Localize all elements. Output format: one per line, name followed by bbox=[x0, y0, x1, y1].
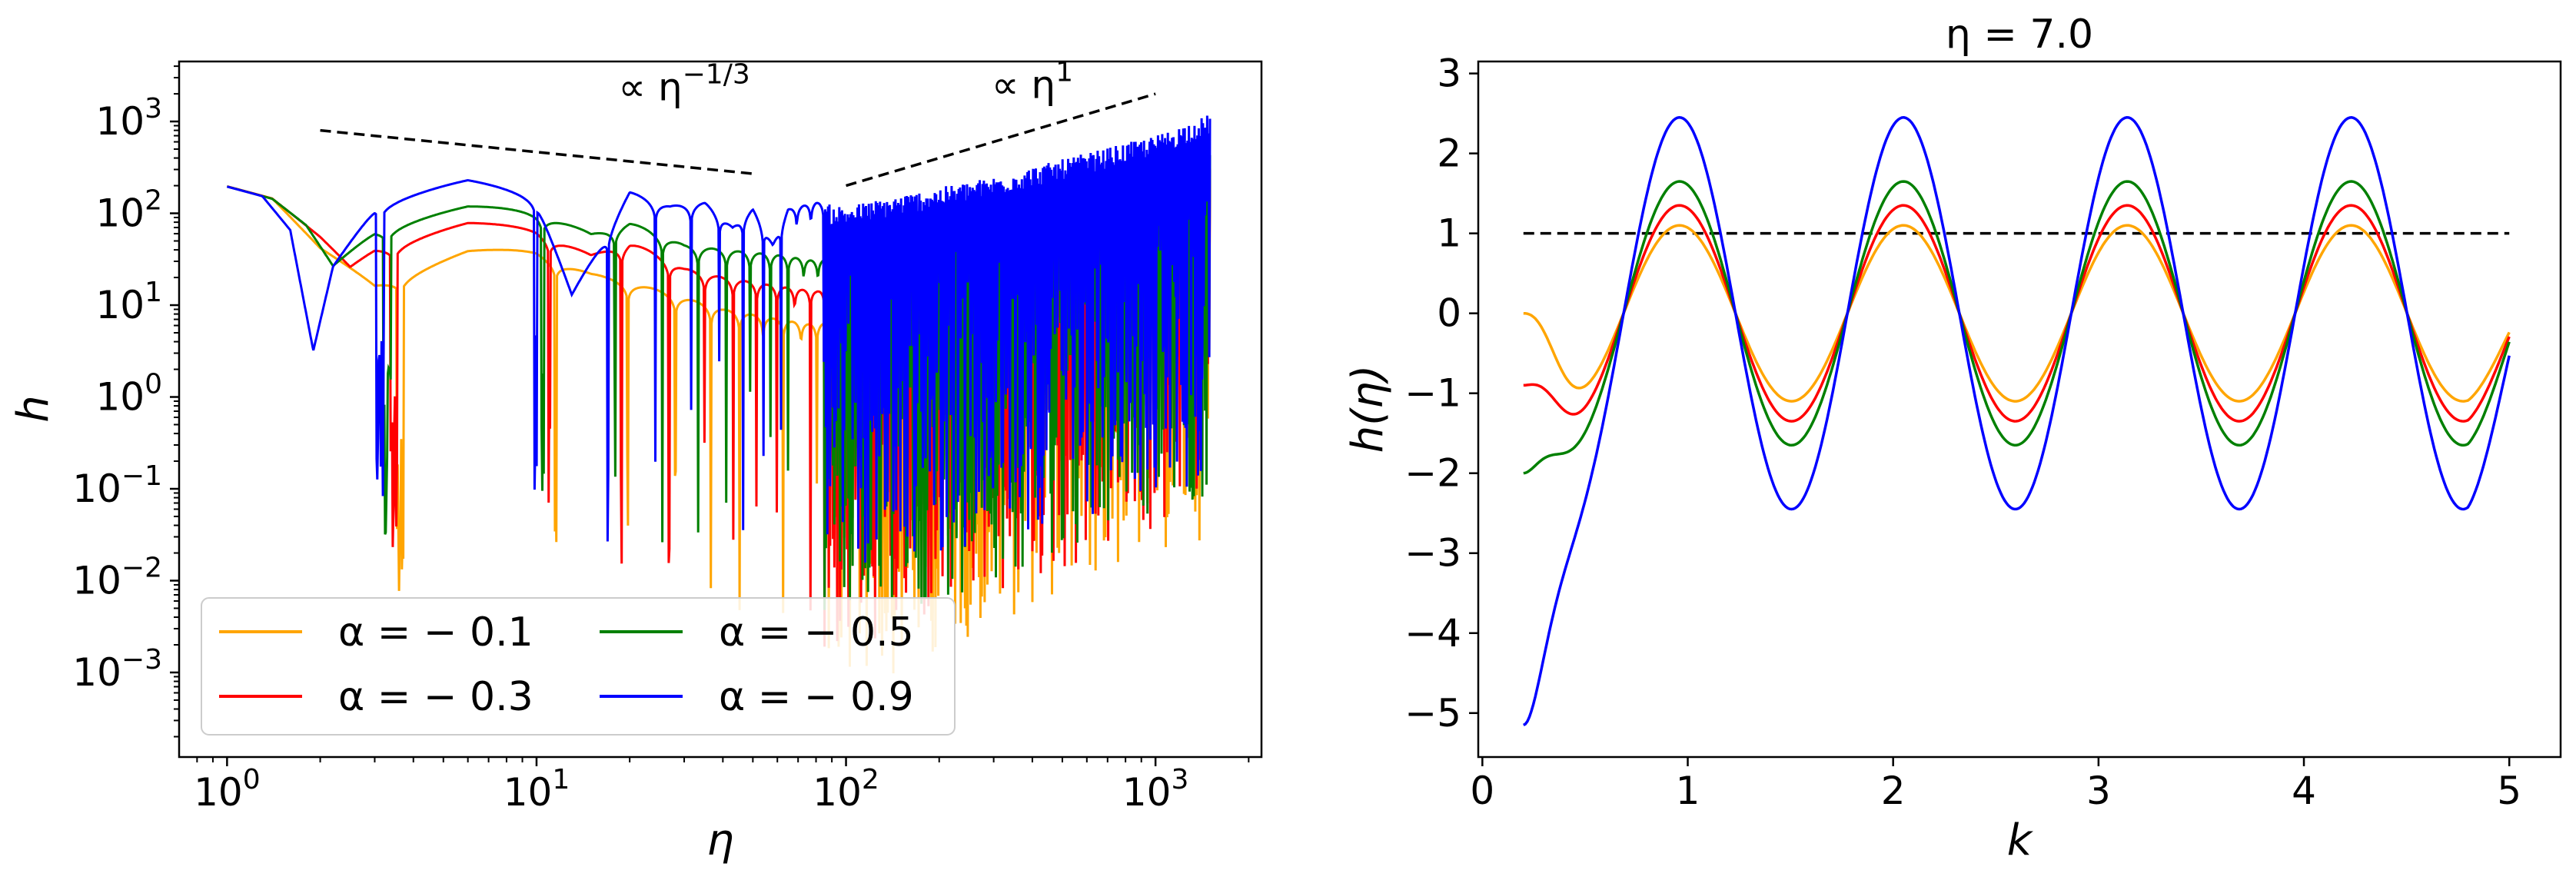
series-line bbox=[1523, 204, 2511, 423]
y-tick-label: 101 bbox=[95, 277, 162, 327]
y-tick-label: 2 bbox=[1437, 131, 1461, 176]
y-tick-label: 10−2 bbox=[72, 552, 162, 603]
right-y-ticks: −5 −4 −3 −2 −1 0 1 2 3 bbox=[1404, 51, 1478, 736]
x-tick-label: 1 bbox=[1676, 769, 1700, 813]
y-tick-label: 0 bbox=[1437, 291, 1461, 336]
y-tick-label: 3 bbox=[1437, 51, 1461, 96]
y-tick-label: 100 bbox=[95, 369, 162, 420]
y-tick-label: −4 bbox=[1404, 611, 1461, 656]
y-tick-label: 1 bbox=[1437, 211, 1461, 256]
x-tick-label: 4 bbox=[2292, 769, 2316, 813]
series-line bbox=[1523, 224, 2511, 403]
series-line bbox=[1522, 116, 2511, 726]
left-plot-frame bbox=[178, 60, 1263, 759]
x-tick-label: 103 bbox=[1122, 764, 1189, 815]
reference-line bbox=[320, 128, 753, 175]
series-line bbox=[226, 115, 1212, 563]
y-tick-label: −5 bbox=[1404, 691, 1461, 736]
x-tick-label: 100 bbox=[194, 764, 261, 815]
y-tick-label: −1 bbox=[1404, 371, 1461, 416]
legend-label: α = − 0.5 bbox=[719, 609, 914, 656]
right-y-axis-label: h(η) bbox=[1343, 365, 1393, 453]
y-tick-label: 10−3 bbox=[72, 644, 162, 695]
right-chart-panel: 0 1 2 3 4 5 −5 −4 −3 −2 −1 0 1 2 3 η = 7.0 k h(η) bbox=[1343, 12, 2562, 865]
right-plot-frame bbox=[1477, 60, 2562, 759]
y-tick-label: 102 bbox=[95, 185, 162, 236]
series-line bbox=[1523, 180, 2511, 475]
x-tick-label: 2 bbox=[1881, 769, 1906, 813]
right-x-ticks: 0 1 2 3 4 5 bbox=[1470, 757, 2521, 813]
right-x-axis-label: k bbox=[2007, 815, 2034, 865]
legend-box bbox=[201, 597, 956, 736]
left-x-axis-label: η bbox=[706, 815, 734, 865]
left-series-lines bbox=[226, 115, 1212, 674]
reference-line bbox=[846, 92, 1156, 188]
x-tick-label: 101 bbox=[504, 764, 570, 815]
left-reference-lines bbox=[320, 92, 1156, 188]
left-y-ticks: 10−3 10−2 10−1 100 101 102 103 bbox=[72, 65, 179, 738]
y-tick-label: −2 bbox=[1404, 451, 1461, 496]
left-annotations: ∝ η−1/3 ∝ η1 bbox=[618, 57, 1073, 110]
x-tick-label: 102 bbox=[813, 764, 879, 815]
left-legend: α = − 0.1 α = − 0.3 α = − 0.5 α = − 0.9 bbox=[201, 597, 956, 736]
annotation-text: ∝ η1 bbox=[992, 57, 1073, 108]
legend-label: α = − 0.9 bbox=[719, 674, 914, 720]
x-tick-label: 3 bbox=[2086, 769, 2111, 813]
left-chart-panel: 100 101 102 103 10−3 10−2 10−1 100 101 102 103 ∝ … bbox=[8, 57, 1263, 865]
y-tick-label: 10−1 bbox=[72, 460, 162, 511]
left-y-axis-label: h bbox=[8, 395, 58, 423]
right-series-lines bbox=[1522, 116, 2511, 726]
y-tick-label: 103 bbox=[95, 93, 162, 144]
x-tick-label: 0 bbox=[1470, 769, 1494, 813]
annotation-text: ∝ η−1/3 bbox=[618, 59, 750, 110]
left-x-ticks: 100 101 102 103 bbox=[194, 757, 1250, 815]
x-tick-label: 5 bbox=[2497, 769, 2521, 813]
right-chart-title: η = 7.0 bbox=[1946, 12, 2093, 58]
legend-label: α = − 0.1 bbox=[338, 609, 533, 656]
legend-label: α = − 0.3 bbox=[338, 674, 533, 720]
y-tick-label: −3 bbox=[1404, 531, 1461, 576]
